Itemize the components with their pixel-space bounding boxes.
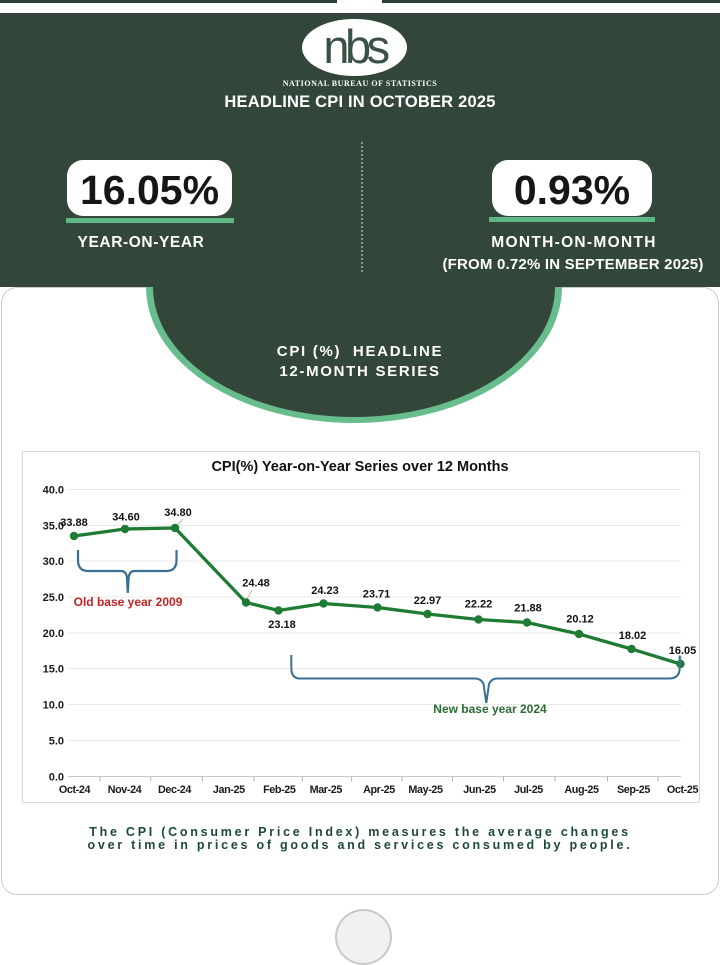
svg-text:22.22: 22.22 [465,599,493,611]
svg-text:5.0: 5.0 [49,736,64,748]
svg-text:16.05: 16.05 [669,645,697,657]
svg-text:Sep-25: Sep-25 [617,784,650,796]
svg-text:40.0: 40.0 [43,485,64,497]
svg-text:New base year 2024: New base year 2024 [433,702,547,716]
svg-text:Old base year 2009: Old base year 2009 [74,595,183,609]
svg-text:23.18: 23.18 [268,619,296,631]
svg-text:20.12: 20.12 [566,614,594,626]
svg-text:23.71: 23.71 [363,589,391,601]
svg-text:Nov-24: Nov-24 [108,784,142,796]
svg-text:20.0: 20.0 [43,628,64,640]
svg-text:24.23: 24.23 [311,585,339,597]
svg-text:Mar-25: Mar-25 [310,784,343,796]
svg-text:35.0: 35.0 [43,521,64,533]
svg-text:22.97: 22.97 [414,595,442,607]
svg-text:Feb-25: Feb-25 [263,784,296,796]
svg-text:Oct-25: Oct-25 [667,784,699,796]
svg-text:30.0: 30.0 [43,556,64,568]
svg-text:18.02: 18.02 [619,630,647,642]
svg-text:24.48: 24.48 [242,578,270,590]
svg-text:Apr-25: Apr-25 [363,784,395,796]
svg-text:Jul-25: Jul-25 [514,784,543,796]
svg-text:33.88: 33.88 [60,517,88,529]
svg-text:10.0: 10.0 [43,700,64,712]
svg-text:Jan-25: Jan-25 [213,784,245,796]
svg-text:May-25: May-25 [408,784,443,796]
svg-text:25.0: 25.0 [43,592,64,604]
svg-text:0.0: 0.0 [49,772,64,784]
svg-text:15.0: 15.0 [43,664,64,676]
svg-text:Aug-25: Aug-25 [564,784,599,796]
svg-text:Jun-25: Jun-25 [463,784,496,796]
svg-text:21.88: 21.88 [514,603,542,615]
svg-text:34.80: 34.80 [164,507,192,519]
svg-text:Oct-24: Oct-24 [59,784,91,796]
svg-text:Dec-24: Dec-24 [158,784,191,796]
svg-text:34.60: 34.60 [112,512,140,524]
